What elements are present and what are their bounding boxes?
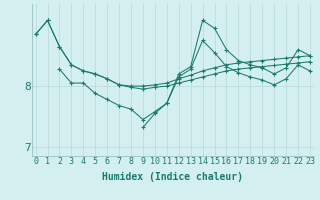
X-axis label: Humidex (Indice chaleur): Humidex (Indice chaleur) <box>102 172 243 182</box>
